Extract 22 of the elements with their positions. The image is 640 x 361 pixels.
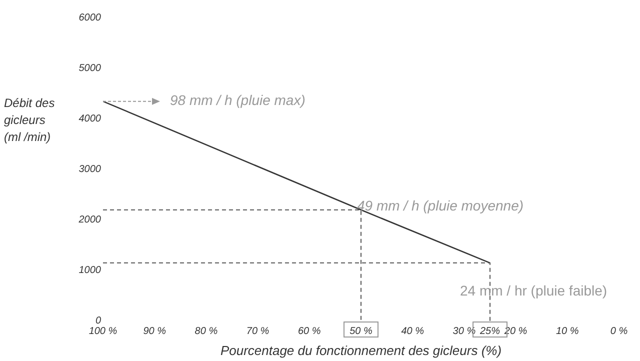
x-tick-label: 10 % (556, 326, 579, 338)
x-tick-label: 60 % (298, 326, 321, 338)
y-tick-label: 2000 (78, 214, 102, 226)
annotation: 98 mm / h (pluie max) (170, 92, 306, 108)
x-tick-label: 25% (478, 326, 500, 338)
annotation: 49 mm / h (pluie moyenne) (357, 198, 524, 214)
y-tick-label: 0 (95, 316, 102, 327)
x-tick-label: 40 % (401, 326, 424, 338)
x-tick-label: 90 % (143, 326, 166, 338)
x-tick-label: 100 % (88, 326, 118, 338)
y-tick-label: 5000 (78, 63, 102, 74)
x-tick-label: 80 % (194, 326, 218, 338)
x-tick-label: 50 % (350, 326, 373, 338)
y-tick-label: 3000 (78, 164, 102, 176)
y-tick-label: 1000 (78, 265, 102, 276)
x-tick-label: 0 % (610, 326, 628, 338)
annotation: 24 mm / hr (pluie faible) (460, 282, 608, 299)
x-axis-title: Pourcentage du fonctionnement des gicleurs (%) (220, 343, 502, 358)
y-axis-title: Débit des gicleurs (ml /min) (4, 95, 56, 146)
x-tick-label: 70 % (246, 326, 270, 338)
y-tick-label: 6000 (78, 12, 102, 24)
y-tick-label: 4000 (78, 114, 102, 125)
